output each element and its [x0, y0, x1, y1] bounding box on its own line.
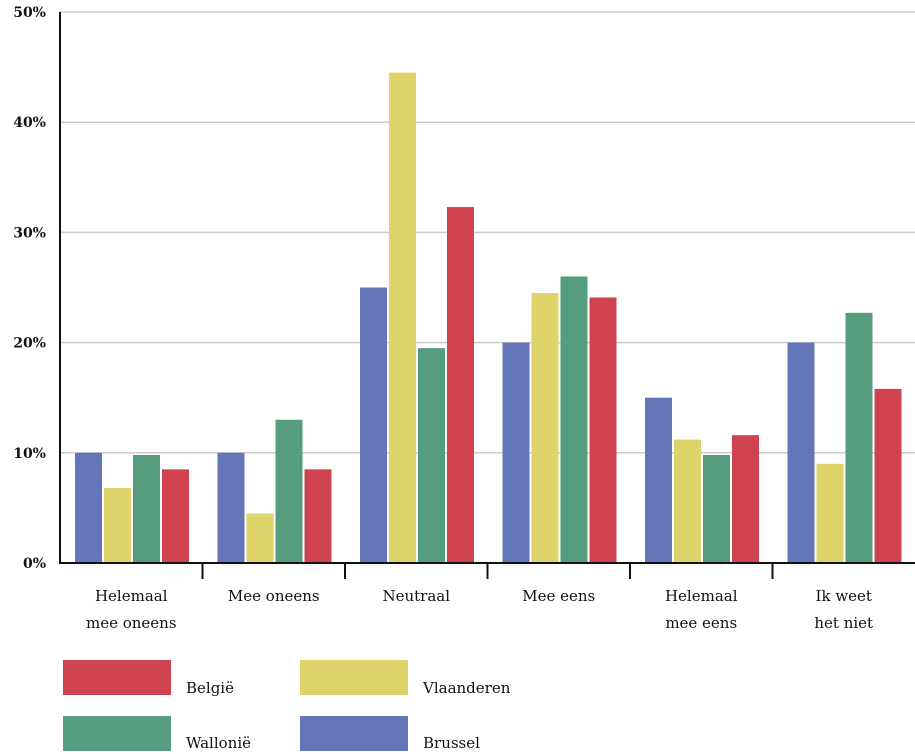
x-category-label-line: Mee oneens — [228, 587, 320, 605]
x-category-label: Neutraal — [382, 587, 450, 605]
axes — [59, 12, 915, 579]
bar-brussel-2 — [360, 287, 387, 563]
bar-wallonie-0 — [133, 455, 160, 563]
x-category-label-line: Ik weet — [816, 587, 872, 605]
legend: België Vlaanderen Wallonië Brussel — [63, 660, 511, 752]
x-category-label: Ik weet het niet — [814, 587, 873, 632]
bar-wallonie-1 — [275, 419, 303, 563]
bar-belgie-0 — [162, 469, 189, 563]
bar-brussel-4 — [645, 397, 672, 563]
y-tick-label: 0% — [23, 556, 46, 572]
x-category-label: Mee eens — [522, 587, 595, 605]
bar-belgie-5 — [874, 388, 902, 563]
x-category-label-line: mee eens — [665, 614, 737, 632]
bar-belgie-2 — [447, 207, 474, 563]
legend-label-wallonie: Wallonië — [186, 734, 251, 752]
x-category-label: Helemaal mee eens — [665, 587, 738, 632]
bar-wallonie-5 — [845, 312, 873, 563]
legend-swatch-wallonie — [63, 716, 171, 751]
bar-wallonie-3 — [560, 276, 588, 563]
bar-vlaanderen-2 — [389, 72, 416, 564]
bars — [75, 72, 902, 564]
legend-swatch-belgie — [63, 660, 171, 695]
legend-label-vlaanderen: Vlaanderen — [422, 679, 511, 697]
x-category-label-line: mee oneens — [86, 614, 177, 632]
bar-wallonie-4 — [703, 455, 730, 563]
legend-swatch-vlaanderen — [300, 660, 408, 695]
y-tick-labels: 0% 10% 20% 30% 40% 50% — [13, 5, 46, 572]
bar-belgie-4 — [732, 435, 759, 563]
y-tick-label: 20% — [13, 336, 46, 352]
gridlines — [60, 11, 915, 454]
x-category-labels: Helemaal mee oneens Mee oneens Neutraal Mee … — [86, 587, 873, 632]
bar-brussel-3 — [502, 342, 530, 563]
bar-brussel-0 — [75, 452, 102, 563]
bar-vlaanderen-1 — [246, 513, 274, 563]
x-category-label: Mee oneens — [228, 587, 320, 605]
x-category-label-line: het niet — [814, 614, 873, 632]
x-category-label-line: Helemaal — [95, 587, 168, 605]
bar-vlaanderen-0 — [104, 488, 131, 563]
y-tick-label: 40% — [13, 115, 46, 131]
x-category-label-line: Helemaal — [665, 587, 738, 605]
legend-swatch-brussel — [300, 716, 408, 751]
legend-label-brussel: Brussel — [423, 734, 480, 752]
x-category-label: Helemaal mee oneens — [86, 587, 177, 632]
bar-vlaanderen-5 — [816, 463, 844, 563]
x-category-label-line: Neutraal — [382, 587, 450, 605]
y-tick-label: 50% — [13, 5, 46, 21]
bar-belgie-1 — [304, 469, 332, 563]
bar-vlaanderen-3 — [531, 293, 559, 563]
x-category-label-line: Mee eens — [522, 587, 595, 605]
legend-label-belgie: België — [186, 679, 234, 697]
bar-vlaanderen-4 — [674, 439, 701, 563]
bar-brussel-1 — [217, 452, 245, 563]
bar-brussel-5 — [787, 342, 815, 563]
bar-wallonie-2 — [418, 348, 445, 563]
y-tick-label: 10% — [13, 446, 46, 462]
bar-belgie-3 — [589, 297, 617, 563]
y-tick-label: 30% — [13, 225, 46, 241]
